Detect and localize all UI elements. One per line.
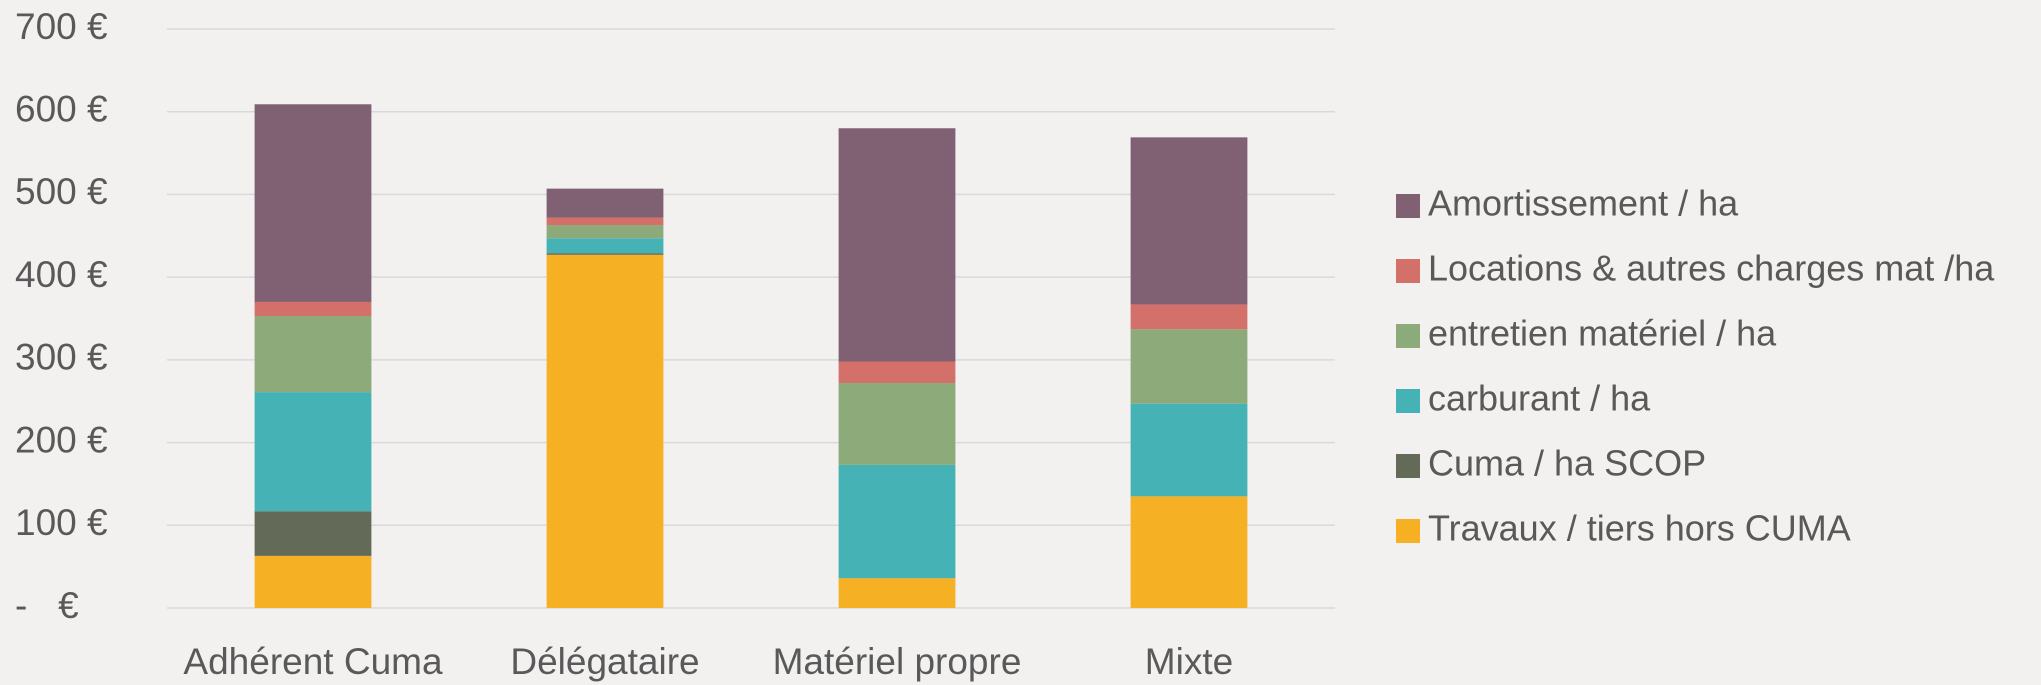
x-tick-label: Matériel propre [773, 641, 1022, 682]
bar-segment [546, 217, 664, 226]
legend-swatch [1396, 454, 1420, 478]
bar-segment [254, 316, 372, 393]
legend-swatch [1396, 259, 1420, 283]
bar-segment [838, 578, 956, 608]
y-tick-label: 500 € [15, 171, 108, 212]
bar-segment [546, 225, 664, 239]
legend-swatch [1396, 519, 1420, 543]
bar-segment [254, 555, 372, 608]
y-tick-label: 400 € [15, 254, 108, 295]
bar-segment [838, 361, 956, 384]
legend-label: Cuma / ha SCOP [1428, 443, 1706, 484]
bar-segment [546, 188, 664, 218]
legend-label: Amortissement / ha [1428, 183, 1739, 224]
bar-segment [838, 464, 956, 579]
legend-label: entretien matériel / ha [1428, 313, 1777, 354]
bar-segment [1130, 137, 1248, 305]
x-tick-label: Délégataire [510, 641, 699, 682]
y-tick-label: 300 € [15, 337, 108, 378]
bar-segment [546, 254, 664, 608]
bar-segment [254, 104, 372, 302]
legend-label: carburant / ha [1428, 378, 1651, 419]
legend-label: Travaux / tiers hors CUMA [1428, 508, 1851, 549]
bar-segment [254, 511, 372, 556]
bar-segment [546, 253, 664, 255]
legend-label: Locations & autres charges mat /ha [1428, 248, 1995, 289]
y-tick-label: - € [15, 585, 79, 626]
y-tick-label: 200 € [15, 419, 108, 460]
y-tick-label: 700 € [15, 6, 108, 47]
y-tick-label: 600 € [15, 88, 108, 129]
bar-segment [1130, 304, 1248, 330]
x-tick-label: Adhérent Cuma [183, 641, 443, 682]
bar-segment [838, 383, 956, 465]
legend-swatch [1396, 389, 1420, 413]
bar-segment [546, 238, 664, 254]
bar-segment [254, 392, 372, 512]
bar-segment [1130, 403, 1248, 497]
legend-swatch [1396, 324, 1420, 348]
legend-swatch [1396, 194, 1420, 218]
x-tick-label: Mixte [1145, 641, 1233, 682]
y-tick-label: 100 € [15, 502, 108, 543]
bar-segment [254, 301, 372, 317]
bar-segment [1130, 496, 1248, 608]
bar-segment [1130, 329, 1248, 404]
bar-segment [838, 128, 956, 362]
